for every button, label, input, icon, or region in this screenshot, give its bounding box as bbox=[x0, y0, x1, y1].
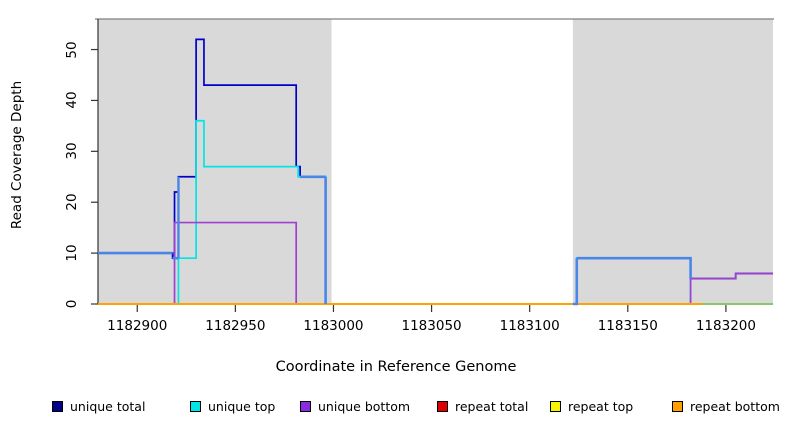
legend-label: unique total bbox=[70, 398, 146, 414]
legend-swatch-icon bbox=[672, 400, 683, 412]
legend-swatch-icon bbox=[300, 400, 311, 412]
legend-item-repeat-top[interactable]: repeat top bbox=[550, 396, 633, 416]
x-axis-title: Coordinate in Reference Genome bbox=[275, 359, 517, 375]
repeat-region-right bbox=[572, 19, 773, 304]
repeat-region-left bbox=[98, 19, 332, 304]
y-tick-label: 10 bbox=[64, 244, 80, 262]
chart-legend: unique total unique top unique bottom repea… bbox=[0, 396, 792, 420]
y-tick-label: 20 bbox=[64, 193, 80, 211]
y-tick-label: 40 bbox=[64, 91, 80, 110]
y-tick-label: 0 bbox=[64, 299, 80, 309]
legend-swatch-icon bbox=[190, 400, 201, 412]
legend-label: repeat top bbox=[568, 398, 634, 414]
legend-label: unique top bbox=[208, 398, 276, 414]
legend-item-repeat-bottom[interactable]: repeat bottom bbox=[672, 396, 780, 416]
x-tick-label: 1183150 bbox=[597, 318, 658, 334]
x-tick-label: 1183200 bbox=[695, 318, 756, 334]
shaded-regions-layer bbox=[98, 19, 773, 304]
legend-label: repeat bottom bbox=[690, 398, 780, 414]
legend-swatch-icon bbox=[550, 400, 561, 412]
y-tick-label: 30 bbox=[64, 142, 80, 160]
x-tick-label: 1182950 bbox=[205, 318, 266, 334]
x-tick-label: 1183050 bbox=[401, 318, 462, 334]
series-unique-total-highlight-3 bbox=[572, 258, 579, 306]
legend-item-unique-top[interactable]: unique top bbox=[190, 396, 275, 416]
x-tick-label: 1182900 bbox=[107, 318, 168, 334]
x-tick-label: 1183100 bbox=[499, 318, 560, 334]
legend-swatch-icon bbox=[52, 400, 63, 412]
x-tick-label: 1183000 bbox=[303, 318, 364, 334]
legend-item-repeat-total[interactable]: repeat total bbox=[437, 396, 528, 416]
legend-label: unique bottom bbox=[318, 398, 411, 414]
legend-item-unique-bottom[interactable]: unique bottom bbox=[300, 396, 410, 416]
legend-swatch-icon bbox=[437, 400, 448, 412]
series-layer bbox=[98, 38, 773, 306]
axis-layer bbox=[91, 18, 774, 312]
legend-item-unique-total[interactable]: unique total bbox=[52, 396, 145, 416]
y-tick-label: 50 bbox=[64, 40, 80, 59]
series-unique-total-highlight-5 bbox=[686, 256, 692, 279]
legend-label: repeat total bbox=[455, 398, 529, 414]
